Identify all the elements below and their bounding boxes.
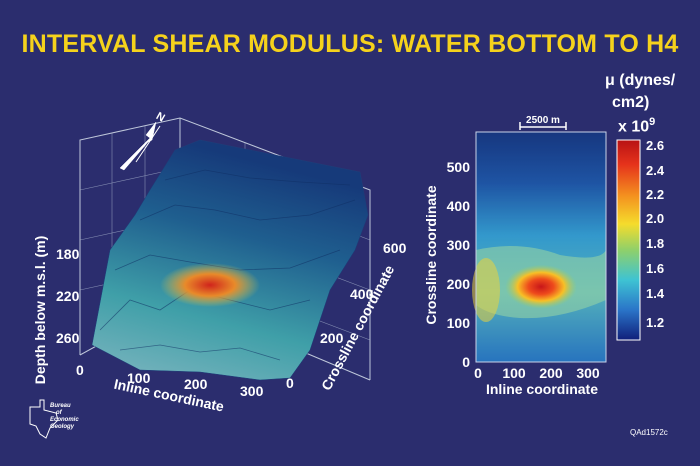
surface-x-tick: 100 — [127, 370, 151, 386]
colorbar-tick: 2.0 — [646, 211, 664, 226]
colorbar-tick: 1.8 — [646, 236, 664, 251]
surface-y-ticks: 0 200 400 600 — [286, 240, 407, 391]
heatmap-y-tick: 400 — [447, 198, 471, 214]
colorbar-tick: 2.4 — [646, 163, 665, 178]
heatmap-x-tick: 200 — [539, 365, 563, 381]
heatmap-y-tick: 500 — [447, 159, 471, 175]
legend-title: μ (dynes/ — [605, 72, 676, 89]
heatmap-x-tick: 0 — [474, 365, 482, 381]
heatmap-left-blob — [472, 258, 500, 322]
heatmap-y-tick: 300 — [447, 237, 471, 253]
page-title: INTERVAL SHEAR MODULUS: WATER BOTTOM TO … — [21, 30, 679, 58]
colorbar-tick: 2.2 — [646, 187, 664, 202]
heatmap-y-tick: 100 — [447, 315, 471, 331]
surface-zlabel: Depth below m.s.l. (m) — [32, 236, 48, 385]
surface-y-tick: 600 — [383, 240, 407, 256]
surface-z-ticks: 180 220 260 — [56, 246, 80, 346]
figure-code: QAd1572c — [630, 428, 668, 437]
colorbar-ticks: 2.6 2.4 2.2 2.0 1.8 1.6 1.4 1.2 — [646, 138, 665, 330]
colorbar — [616, 139, 641, 341]
heatmap-y-tick: 0 — [462, 354, 470, 370]
north-arrow-icon — [119, 121, 161, 171]
surface-mesh — [91, 139, 369, 381]
surface-xlabel: Inline coordinate — [113, 376, 226, 415]
logo-text: Bureau of Economic Geology — [50, 403, 79, 431]
surface-y-tick: 0 — [286, 375, 294, 391]
heatmap-ylabel: Crossline coordinate — [423, 185, 439, 324]
colorbar-tick: 1.6 — [646, 261, 664, 276]
heatmap-x-tick: 100 — [502, 365, 526, 381]
surface-x-ticks: 0 100 200 300 — [76, 362, 264, 399]
heatmap-y-tick: 200 — [447, 276, 471, 292]
heatmap-plot — [472, 131, 607, 363]
legend-scale: x 109 — [618, 116, 655, 136]
surface-z-tick: 260 — [56, 330, 80, 346]
heatmap-hotspot — [505, 264, 577, 309]
surface-y-tick: 400 — [350, 286, 374, 302]
heatmap-frame — [475, 131, 607, 363]
surface-z-tick: 180 — [56, 246, 80, 262]
surface-y-tick: 200 — [320, 330, 344, 346]
legend-unit: cm2) — [612, 94, 650, 111]
surface-x-tick: 0 — [76, 362, 84, 378]
colorbar-tick: 1.4 — [646, 286, 665, 301]
surface-z-tick: 220 — [56, 288, 80, 304]
heatmap-x-axis: 0 100 200 300 — [474, 365, 600, 381]
logo-line: of — [56, 410, 62, 416]
surface-x-tick: 200 — [184, 376, 208, 392]
legend-scale-base: x 10 — [618, 118, 650, 136]
heatmap-xlabel: Inline coordinate — [486, 381, 598, 397]
heatmap-y-axis: 0 100 200 300 400 500 — [447, 159, 471, 370]
scale-bar — [519, 122, 567, 130]
surface-hotspot — [160, 263, 260, 307]
heatmap-x-tick: 300 — [576, 365, 600, 381]
legend-scale-exp: 9 — [649, 116, 656, 128]
logo-line: Economic — [50, 417, 79, 423]
logo-line: Geology — [50, 424, 75, 430]
surface-x-tick: 300 — [240, 383, 264, 399]
texas-logo-icon — [29, 399, 59, 439]
scale-bar-label: 2500 m — [526, 115, 560, 126]
logo-line: Bureau — [50, 403, 71, 409]
colorbar-tick: 1.2 — [646, 315, 664, 330]
colorbar-tick: 2.6 — [646, 138, 664, 153]
